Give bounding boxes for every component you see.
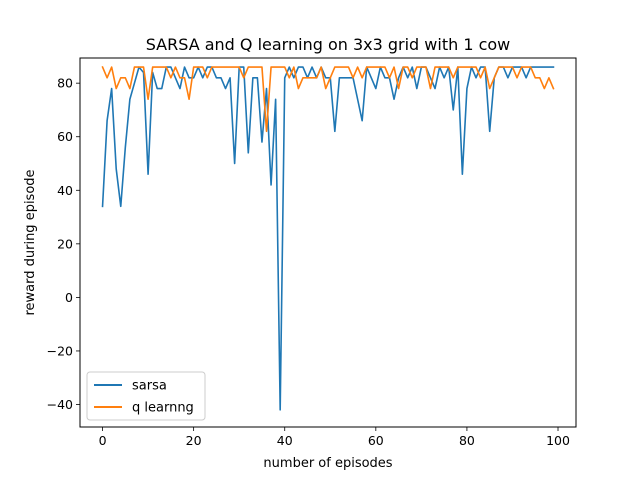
x-axis: 0 20 40 60 80 100 xyxy=(99,427,570,448)
x-tick-label: 80 xyxy=(459,433,475,448)
y-tick-label: 60 xyxy=(57,129,73,144)
y-axis: −40 −20 0 20 40 60 80 xyxy=(47,76,80,412)
legend-label-q-learnng: q learnng xyxy=(132,401,194,416)
y-tick-label: 0 xyxy=(65,290,73,305)
chart-title: SARSA and Q learning on 3x3 grid with 1 … xyxy=(146,35,511,54)
x-tick-label: 40 xyxy=(277,433,293,448)
series-line-1 xyxy=(101,66,555,133)
y-tick-label: −20 xyxy=(47,343,73,358)
y-tick-label: 20 xyxy=(57,236,73,251)
x-tick-label: 60 xyxy=(368,433,384,448)
y-tick-label: 80 xyxy=(57,76,73,91)
x-axis-label: number of episodes xyxy=(263,456,392,471)
x-tick-label: 20 xyxy=(186,433,202,448)
x-tick-label: 0 xyxy=(99,433,107,448)
legend-label-sarsa: sarsa xyxy=(132,379,167,394)
y-tick-label: −40 xyxy=(47,397,73,412)
series-layer xyxy=(101,66,555,411)
plot-frame xyxy=(79,57,577,428)
x-tick-label: 100 xyxy=(546,433,570,448)
legend: sarsa q learnng xyxy=(86,371,206,421)
y-tick-label: 40 xyxy=(57,183,73,198)
y-axis-label: reward during episode xyxy=(23,169,38,315)
